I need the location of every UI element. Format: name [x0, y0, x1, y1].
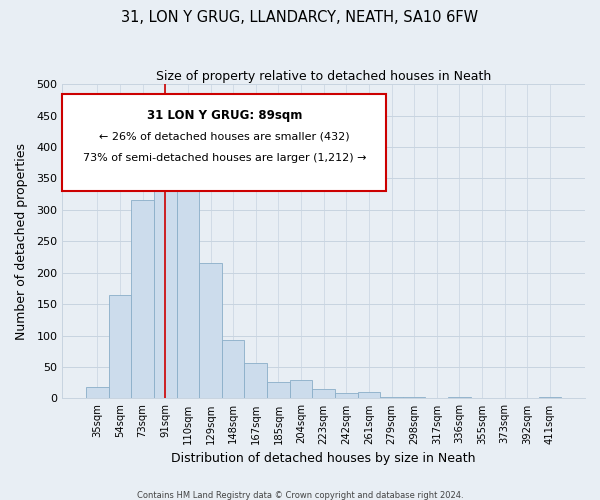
Text: Contains HM Land Registry data © Crown copyright and database right 2024.: Contains HM Land Registry data © Crown c… — [137, 490, 463, 500]
Text: 73% of semi-detached houses are larger (1,212) →: 73% of semi-detached houses are larger (… — [83, 154, 366, 164]
Bar — [448, 397, 471, 398]
Bar — [358, 392, 380, 398]
Text: ← 26% of detached houses are smaller (432): ← 26% of detached houses are smaller (43… — [99, 132, 350, 141]
Bar — [86, 387, 109, 398]
X-axis label: Distribution of detached houses by size in Neath: Distribution of detached houses by size … — [172, 452, 476, 465]
Bar — [109, 294, 131, 399]
FancyBboxPatch shape — [62, 94, 386, 191]
Bar — [335, 394, 358, 398]
Bar — [539, 396, 561, 398]
Text: 31 LON Y GRUG: 89sqm: 31 LON Y GRUG: 89sqm — [146, 110, 302, 122]
Bar — [403, 396, 425, 398]
Bar — [176, 182, 199, 398]
Bar — [131, 200, 154, 398]
Bar — [267, 382, 290, 398]
Text: 31, LON Y GRUG, LLANDARCY, NEATH, SA10 6FW: 31, LON Y GRUG, LLANDARCY, NEATH, SA10 6… — [121, 10, 479, 25]
Bar — [380, 396, 403, 398]
Bar — [222, 340, 244, 398]
Bar — [290, 380, 313, 398]
Bar — [313, 389, 335, 398]
Bar — [154, 161, 176, 398]
Y-axis label: Number of detached properties: Number of detached properties — [15, 143, 28, 340]
Bar — [244, 363, 267, 398]
Title: Size of property relative to detached houses in Neath: Size of property relative to detached ho… — [156, 70, 491, 83]
Bar — [199, 264, 222, 398]
